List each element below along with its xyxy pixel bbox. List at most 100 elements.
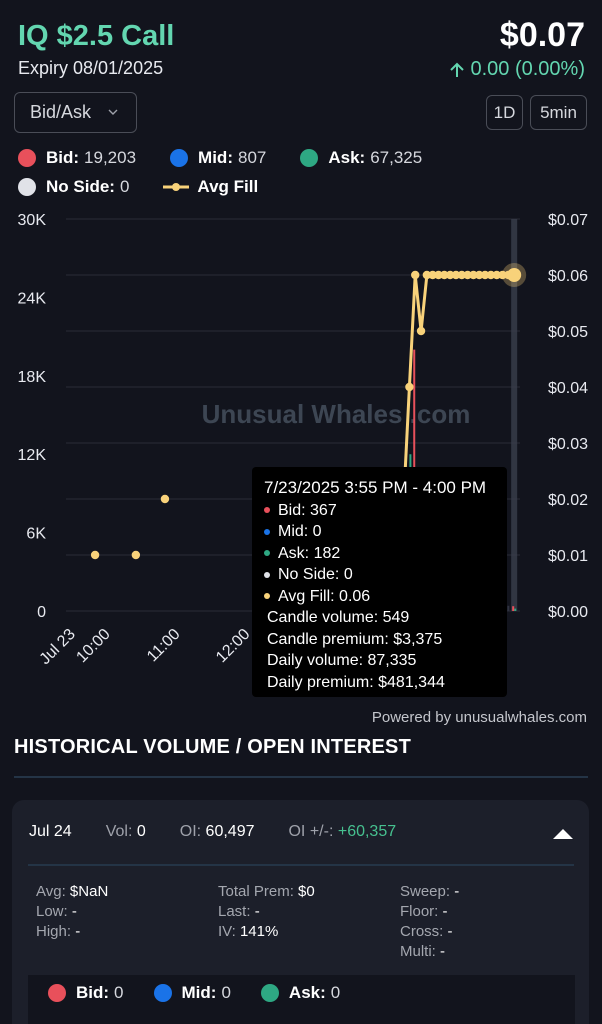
low-value: -	[71, 903, 77, 920]
x-tick-label: 10:00	[73, 626, 113, 666]
price-change-value: 0.00 (0.00%)	[470, 58, 585, 80]
sweep-label: Sweep:	[400, 883, 451, 900]
history-bid-label: Bid:	[76, 983, 110, 1002]
hover-band	[511, 219, 518, 611]
floor-label: Floor:	[400, 903, 439, 920]
powered-by-link[interactable]: Powered by unusualwhales.com	[371, 709, 587, 726]
section-title: HISTORICAL VOLUME / OPEN INTEREST	[14, 736, 412, 758]
history-mid-label: Mid:	[181, 983, 217, 1002]
iv-label: IV:	[218, 923, 236, 940]
avg-fill-point	[480, 270, 490, 280]
avg-fill-line-icon	[163, 183, 190, 191]
avg-fill-point	[422, 270, 432, 280]
chevron-down-icon	[108, 109, 118, 115]
floor-value: -	[442, 903, 448, 920]
x-tick-label: 12:00	[213, 626, 253, 666]
y-right-tick-label: $0.05	[548, 324, 588, 341]
cross-value: -	[447, 923, 453, 940]
legend-bid-label: Bid:	[46, 148, 80, 167]
y-left-tick-label: 6K	[26, 526, 46, 543]
history-legend-mid: Mid: 0	[153, 983, 231, 1003]
avg-fill-point	[416, 326, 426, 336]
y-right-tick-label: $0.07	[548, 212, 588, 229]
tooltip-candle-volume: Candle volume: 549	[267, 609, 410, 626]
history-side-breakdown: Bid: 0 Mid: 0 Ask: 0	[28, 975, 575, 1024]
legend-avgfill[interactable]: Avg Fill	[163, 177, 263, 197]
oi-change-label: OI +/-:	[288, 823, 334, 840]
chart-legend-row-2: No Side: 0 Avg Fill	[18, 176, 297, 198]
timeframe-1d-button[interactable]: 1D	[486, 95, 523, 130]
bid-dot-icon	[48, 984, 66, 1002]
legend-noside[interactable]: No Side: 0	[18, 177, 129, 197]
tooltip-ask: Ask: 182	[264, 543, 495, 565]
total-prem-value: $0	[298, 883, 315, 900]
legend-bid[interactable]: Bid: 19,203	[18, 148, 136, 168]
avg-fill-point	[90, 550, 100, 560]
history-legend: Bid: 0 Mid: 0 Ask: 0	[48, 983, 370, 1003]
chevron-up-icon[interactable]	[551, 826, 575, 840]
timeframe-5min-button[interactable]: 5min	[530, 95, 587, 130]
oi-change-value: +60,357	[337, 823, 397, 840]
mid-dot-icon	[170, 149, 189, 167]
tooltip-bid-text: Bid: 367	[278, 501, 337, 519]
avg-fill-point	[131, 550, 141, 560]
price-change: 0.00 (0.00%)	[448, 58, 585, 81]
y-right-tick-label: $0.00	[548, 604, 588, 621]
avg-fill-point	[486, 270, 496, 280]
section-divider	[14, 776, 588, 778]
x-tick-label: Jul 23	[37, 626, 79, 668]
history-ask-label: Ask:	[288, 983, 326, 1002]
history-card-header[interactable]: Jul 24 Vol: 0 OI: 60,497 OI +/-: +60,357	[29, 823, 430, 841]
avg-fill-point	[451, 270, 461, 280]
high-label: High:	[36, 923, 72, 940]
x-tick-label: 11:00	[144, 626, 184, 666]
legend-bid-value: 19,203	[84, 148, 137, 167]
bid-dot-icon	[264, 507, 270, 514]
avg-fill-point	[469, 270, 478, 280]
legend-noside-value: 0	[119, 177, 130, 196]
chart-grid	[66, 218, 520, 612]
avg-fill-point	[492, 270, 501, 280]
avg-fill-point	[463, 270, 472, 280]
oi-label: OI:	[179, 823, 202, 840]
tooltip-time: 7/23/2025 3:55 PM - 4:00 PM	[264, 478, 487, 497]
avg-fill-point	[434, 270, 443, 280]
noside-dot-icon	[18, 178, 36, 196]
history-mid-value: 0	[221, 983, 231, 1002]
history-card: Jul 24 Vol: 0 OI: 60,497 OI +/-: +60,357…	[12, 800, 589, 1024]
tooltip-daily-premium: Daily premium: $481,344	[267, 673, 445, 691]
low-label: Low:	[36, 903, 68, 920]
side-select-value: Bid/Ask	[30, 102, 92, 122]
tooltip-bid: Bid: 367	[264, 500, 495, 522]
y-left-tick-label: 24K	[18, 290, 47, 307]
chart-tooltip: 7/23/2025 3:55 PM - 4:00 PM Bid: 367 Mid…	[252, 467, 507, 697]
mid-dot-icon	[153, 984, 172, 1002]
avg-fill-point	[498, 270, 507, 280]
ask-dot-icon	[260, 984, 279, 1002]
legend-avgfill-label: Avg Fill	[197, 177, 259, 196]
tooltip-avgfill: Avg Fill: 0.06	[264, 586, 495, 608]
avg-fill-point	[411, 270, 420, 280]
sweep-value: -	[454, 883, 460, 900]
legend-noside-label: No Side:	[46, 177, 115, 196]
y-right-tick-label: $0.06	[548, 268, 588, 285]
legend-mid-value: 807	[237, 148, 267, 167]
tooltip-daily-volume: Daily volume: 87,335	[267, 652, 417, 669]
vol-value: 0	[136, 823, 146, 840]
avg-fill-line	[90, 263, 527, 560]
tooltip-candle-premium: Candle premium: $3,375	[267, 630, 443, 648]
stat-column-2: Total Prem: $0 Last: - IV: 141%	[218, 882, 315, 942]
avg-fill-point	[440, 270, 449, 280]
legend-mid[interactable]: Mid: 807	[170, 148, 266, 168]
side-select-dropdown[interactable]: Bid/Ask	[14, 92, 137, 133]
ask-dot-icon	[264, 550, 270, 557]
y-axis-left: 0 6K 12K 18K 24K 30K	[18, 212, 47, 621]
high-value: -	[75, 923, 81, 940]
noside-dot-icon	[264, 571, 270, 578]
last-label: Last:	[218, 903, 251, 920]
legend-ask[interactable]: Ask: 67,325	[300, 148, 422, 168]
tooltip-ask-text: Ask: 182	[278, 544, 341, 562]
legend-mid-label: Mid:	[198, 148, 233, 167]
avg-fill-point	[475, 270, 484, 280]
